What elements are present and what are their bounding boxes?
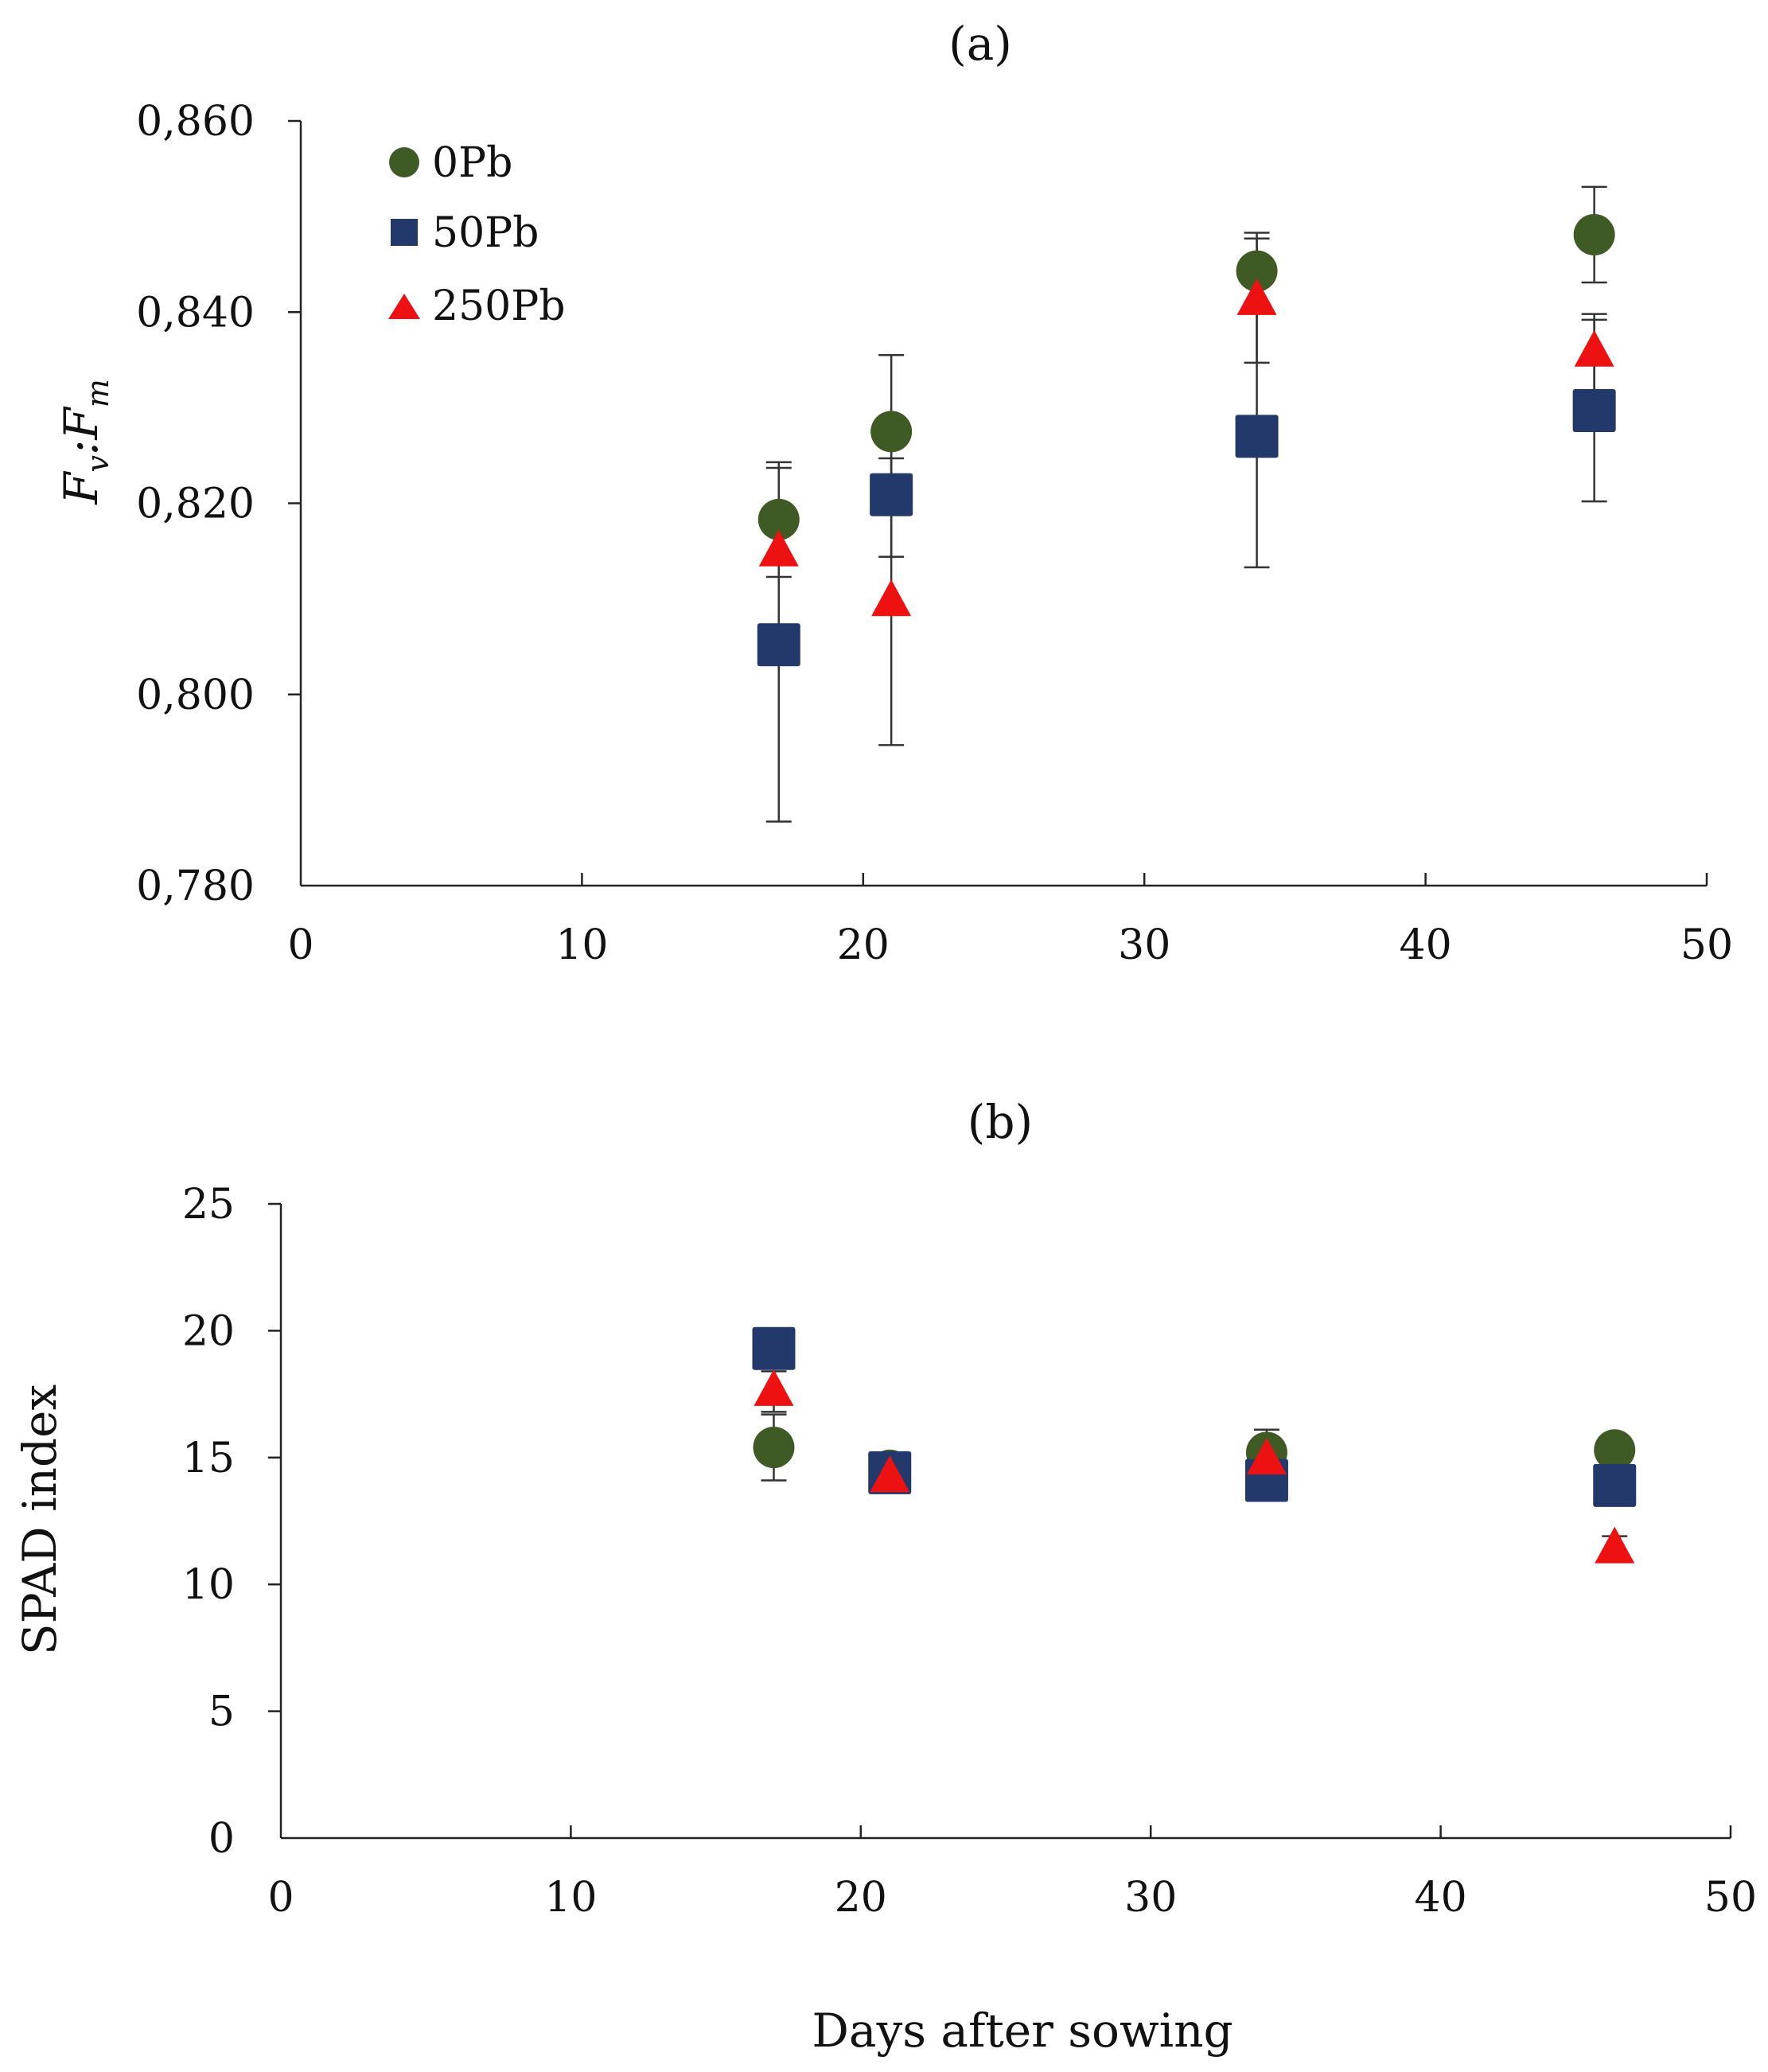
panel-b-x-tick-label: 20 (835, 1874, 887, 1922)
panel-b-x-tick-label: 10 (544, 1874, 597, 1922)
panel-a-x-tick-label: 10 (555, 921, 608, 969)
panel-b-x-tick-label: 0 (267, 1874, 294, 1922)
panel-b-y-tick-label: 0 (208, 1815, 235, 1863)
panel-a-y-tick-label: 0,780 (136, 863, 255, 910)
panel-b: (b) SPAD index 0 10 20 30 40 50 0 5 10 15 20 25 (13, 1095, 1757, 1922)
panel-a-axes: 0 10 20 30 40 50 0,780 0,800 0,820 0,840 0,860 (136, 98, 1733, 969)
panel-b-x-tick-label: 50 (1704, 1874, 1757, 1922)
marker-0pb (1594, 1429, 1636, 1471)
marker-250pb (870, 1455, 910, 1493)
marker-50pb (757, 623, 800, 667)
panel-a-x-tick-label: 20 (837, 921, 890, 969)
panel-b-y-tick-label: 10 (182, 1561, 235, 1609)
marker-250pb (758, 529, 799, 567)
panel-a-title: (a) (948, 17, 1012, 71)
panel-a-markers (757, 213, 1616, 667)
marker-0pb (1573, 213, 1615, 255)
legend: 0Pb 50Pb 250Pb (388, 139, 566, 330)
panel-a-y-axis-title: Fv:Fm (54, 379, 115, 505)
panel-b-markers (752, 1326, 1637, 1564)
legend-marker-0pb (389, 147, 419, 177)
marker-50pb (1572, 388, 1616, 432)
panel-a-x-tick-label: 30 (1118, 921, 1170, 969)
panel-b-axes: 0 10 20 30 40 50 0 5 10 15 20 25 (182, 1181, 1757, 1922)
panel-b-y-tick-label: 25 (182, 1181, 235, 1229)
marker-250pb (754, 1369, 794, 1406)
marker-50pb (1235, 415, 1279, 458)
legend-label-250pb: 250Pb (432, 282, 566, 330)
panel-b-y-tick-label: 5 (208, 1688, 235, 1736)
panel-a-x-tick-label: 50 (1680, 921, 1733, 969)
panel-a-y-tick-label: 0,820 (136, 481, 255, 528)
legend-label-50pb: 50Pb (432, 209, 539, 257)
marker-0pb (757, 498, 800, 540)
panel-a-y-tick-label: 0,840 (136, 289, 255, 337)
panel-b-y-tick-label: 15 (182, 1435, 235, 1482)
legend-label-0pb: 0Pb (432, 139, 512, 187)
marker-0pb (753, 1427, 795, 1469)
marker-0pb (870, 411, 913, 453)
panel-a-x-tick-label: 40 (1400, 921, 1452, 969)
legend-marker-50pb (391, 219, 418, 246)
panel-a: (a) Fv:Fm 0 10 20 30 40 50 0,780 0,800 0,820 0,84… (54, 17, 1733, 969)
marker-50pb (870, 473, 913, 516)
panel-b-x-tick-label: 40 (1415, 1874, 1467, 1922)
panel-b-x-tick-label: 30 (1124, 1874, 1177, 1922)
panel-a-y-tick-label: 0,800 (136, 672, 255, 719)
panel-b-y-tick-label: 20 (182, 1307, 235, 1355)
panel-a-x-tick-label: 0 (287, 921, 313, 969)
marker-250pb (1246, 1437, 1287, 1474)
panel-b-y-axis-title: SPAD index (13, 1385, 67, 1655)
x-axis-title: Days after sowing (812, 2004, 1233, 2058)
panel-b-title: (b) (968, 1095, 1033, 1149)
marker-50pb (752, 1326, 796, 1370)
marker-0pb (1236, 250, 1278, 292)
marker-250pb (1595, 1526, 1635, 1564)
legend-marker-250pb (388, 294, 420, 319)
panel-a-y-tick-label: 0,860 (136, 98, 255, 146)
marker-50pb (1593, 1463, 1637, 1507)
marker-250pb (1574, 329, 1614, 367)
marker-250pb (1236, 278, 1277, 315)
marker-250pb (871, 579, 912, 617)
